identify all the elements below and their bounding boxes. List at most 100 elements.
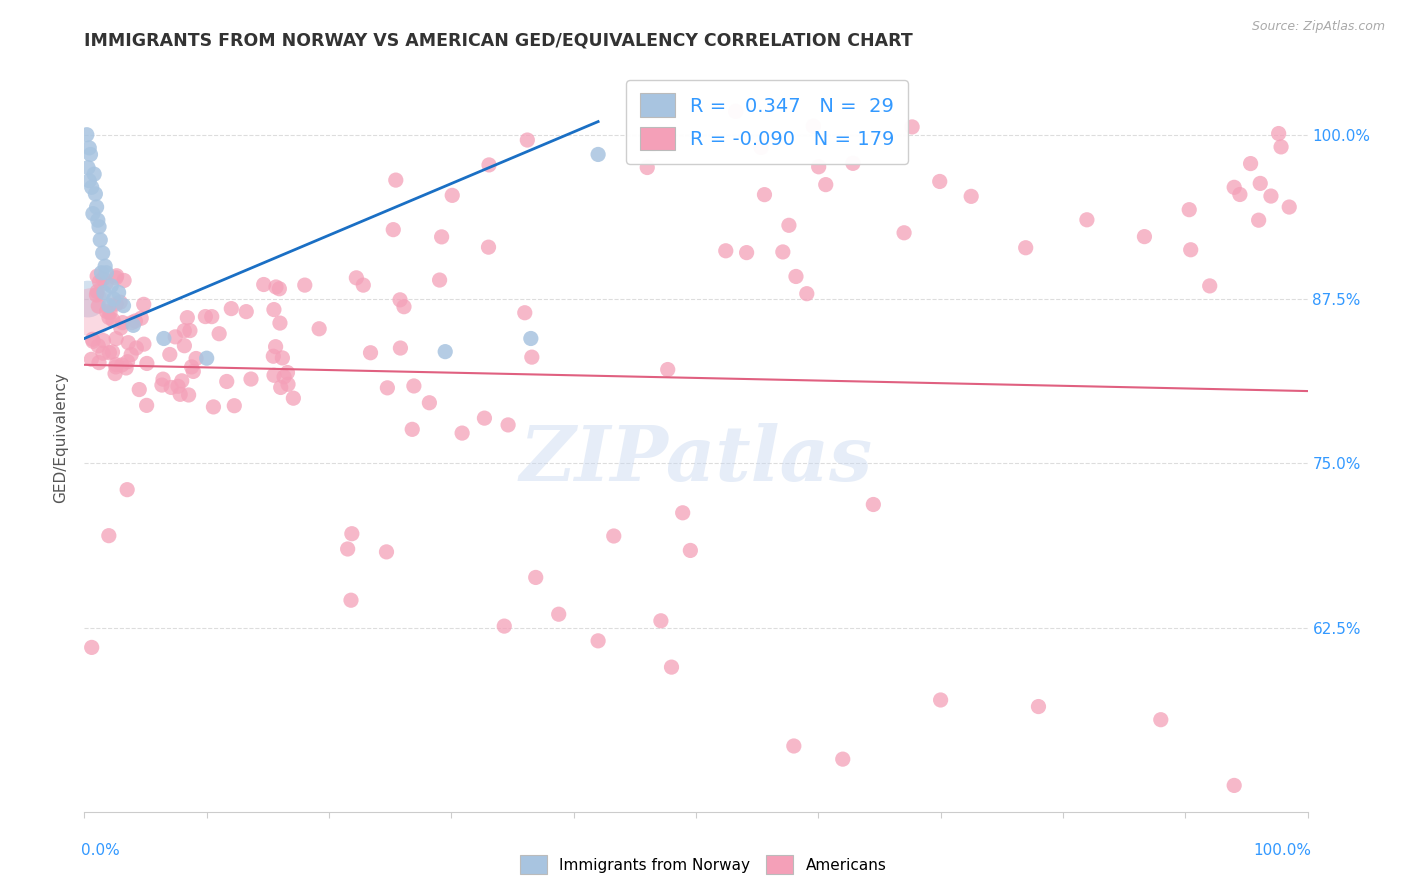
Point <box>524 570 547 584</box>
Point <box>679 543 702 558</box>
Point <box>294 278 316 293</box>
Point <box>1247 213 1270 227</box>
Point <box>111 358 134 372</box>
Point <box>494 619 516 633</box>
Point <box>195 351 218 366</box>
Point <box>276 366 298 380</box>
Point <box>901 120 924 134</box>
Point <box>672 506 695 520</box>
Point <box>76 128 98 142</box>
Point <box>273 369 295 384</box>
Point <box>79 147 101 161</box>
Point <box>93 285 115 300</box>
Y-axis label: GED/Equivalency: GED/Equivalency <box>53 372 69 502</box>
Point <box>772 244 794 259</box>
Point <box>1015 241 1038 255</box>
Point <box>862 498 884 512</box>
Point <box>86 285 108 299</box>
Point <box>91 271 114 285</box>
Point <box>117 355 139 369</box>
Point <box>516 133 538 147</box>
Point <box>224 399 246 413</box>
Point <box>177 388 200 402</box>
Point <box>1150 713 1173 727</box>
Point <box>152 372 174 386</box>
Point <box>735 245 758 260</box>
Point <box>129 311 152 326</box>
Point <box>160 380 183 394</box>
Point <box>101 345 124 359</box>
Point <box>778 219 800 233</box>
Text: IMMIGRANTS FROM NORWAY VS AMERICAN GED/EQUIVALENCY CORRELATION CHART: IMMIGRANTS FROM NORWAY VS AMERICAN GED/E… <box>84 32 912 50</box>
Point <box>82 332 104 346</box>
Text: Source: ZipAtlas.com: Source: ZipAtlas.com <box>1251 20 1385 33</box>
Point <box>636 161 658 175</box>
Point <box>91 346 114 360</box>
Point <box>150 378 173 392</box>
Point <box>520 350 543 364</box>
Point <box>344 270 367 285</box>
Point <box>83 167 105 181</box>
Text: 100.0%: 100.0% <box>1253 843 1312 858</box>
Point <box>89 233 111 247</box>
Point <box>105 268 128 283</box>
Point <box>1223 180 1246 194</box>
Point <box>389 341 412 355</box>
Point <box>831 752 853 766</box>
Point <box>87 219 110 234</box>
Point <box>661 660 683 674</box>
Point <box>181 364 204 378</box>
Point <box>893 226 915 240</box>
Point <box>262 349 284 363</box>
Point <box>84 186 107 201</box>
Point <box>132 337 155 351</box>
Point <box>801 119 824 133</box>
Point <box>77 141 100 155</box>
Point <box>389 293 412 307</box>
Point <box>219 301 242 316</box>
Point <box>263 368 285 383</box>
Point <box>77 174 100 188</box>
Point <box>1178 202 1201 217</box>
Point <box>385 173 408 187</box>
Point <box>263 302 285 317</box>
Point <box>1260 189 1282 203</box>
Point <box>82 206 104 220</box>
Point <box>928 174 950 188</box>
Point <box>132 297 155 311</box>
Point <box>586 147 609 161</box>
Point <box>91 246 114 260</box>
Point <box>122 318 145 333</box>
Point <box>352 278 374 293</box>
Point <box>474 411 496 425</box>
Point <box>253 277 276 292</box>
Point <box>80 180 103 194</box>
Point <box>125 341 148 355</box>
Point <box>269 282 291 296</box>
Point <box>98 345 121 359</box>
Point <box>1223 779 1246 793</box>
Point <box>271 351 294 365</box>
Point <box>112 299 135 313</box>
Point <box>104 367 127 381</box>
Point <box>477 240 499 254</box>
Point <box>724 104 747 119</box>
Point <box>80 640 103 655</box>
Point <box>657 362 679 376</box>
Point <box>754 187 776 202</box>
Legend: R =   0.347   N =  29, R = -0.090   N = 179: R = 0.347 N = 29, R = -0.090 N = 179 <box>626 79 908 164</box>
Point <box>441 188 464 202</box>
Point <box>264 340 287 354</box>
Point <box>418 396 440 410</box>
Point <box>382 222 405 236</box>
Point <box>184 351 207 366</box>
Point <box>340 526 363 541</box>
Point <box>135 356 157 370</box>
Point <box>110 321 132 335</box>
Point <box>167 379 190 393</box>
Point <box>785 269 807 284</box>
Point <box>159 347 181 361</box>
Point <box>107 285 129 300</box>
Point <box>170 374 193 388</box>
Point <box>807 160 830 174</box>
